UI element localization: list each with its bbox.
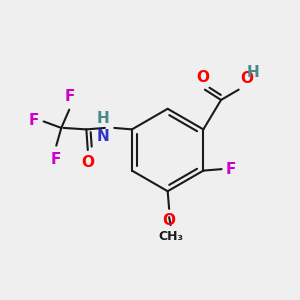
Text: O: O — [81, 155, 94, 170]
Text: F: F — [225, 162, 236, 177]
Text: O: O — [196, 70, 209, 85]
Text: O: O — [240, 71, 253, 86]
Text: F: F — [65, 89, 75, 104]
Text: F: F — [50, 152, 61, 167]
Text: CH₃: CH₃ — [158, 230, 183, 242]
Text: N: N — [96, 129, 109, 144]
Text: O: O — [163, 213, 176, 228]
Text: F: F — [29, 113, 39, 128]
Text: H: H — [96, 111, 109, 126]
Text: H: H — [247, 65, 260, 80]
